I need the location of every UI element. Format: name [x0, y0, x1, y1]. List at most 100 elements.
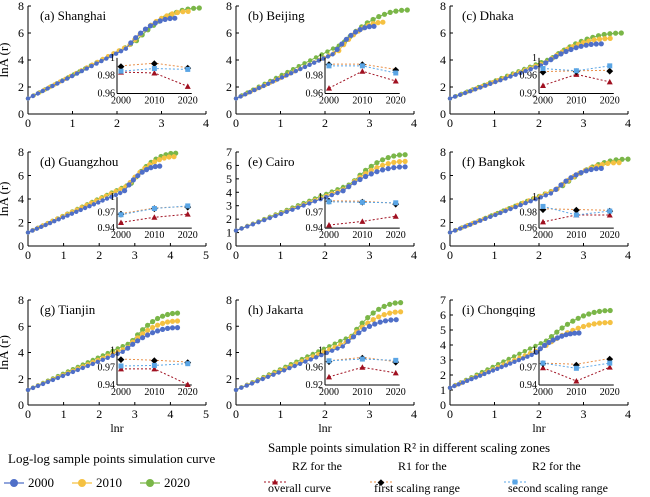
- inset-marker-R2: [118, 363, 124, 369]
- point-2000: [576, 330, 582, 336]
- point-2010: [375, 20, 381, 26]
- point-2000: [312, 199, 318, 204]
- inset-x-tick-label: 2010: [352, 230, 372, 241]
- inset-marker-R2: [393, 70, 399, 76]
- x-tick-label: 4: [411, 407, 417, 421]
- point-2000: [366, 24, 372, 30]
- x-tick-label: 4: [167, 248, 173, 262]
- inset-marker-R2: [185, 66, 191, 72]
- y-tick-label: 1: [226, 226, 232, 240]
- point-2000: [301, 203, 306, 208]
- legend-label-2000: 2000: [28, 475, 54, 490]
- point-2000: [546, 339, 552, 346]
- y-tick-label: 0: [226, 239, 232, 253]
- inset-y-tick-label: 0.98: [98, 71, 116, 82]
- inset-marker-R2: [326, 63, 332, 69]
- point-2000: [377, 319, 383, 325]
- inset-x-tick-label: 2020: [178, 230, 198, 241]
- legend-r2-label-line1: R1 for the: [398, 459, 447, 473]
- inset-marker-R2: [573, 365, 579, 371]
- inset-x-tick-label: 2010: [144, 230, 164, 241]
- inset-marker-RZ: [573, 378, 580, 384]
- x-axis-label: lnr: [318, 421, 331, 435]
- inset-x-tick-label: 2020: [600, 387, 620, 398]
- point-2020: [506, 356, 511, 362]
- x-tick-label: 2: [536, 248, 542, 262]
- inset-x-tick-label: 2010: [352, 95, 372, 106]
- inset-marker-R2: [359, 356, 365, 362]
- x-tick-label: 3: [132, 407, 138, 421]
- panel-1: 0 1 2 3 4 0 2 4 6 8 (a) Shanghai lnA (r) 2000 2010 202…: [0, 0, 209, 130]
- inset-marker-RZ: [151, 365, 158, 372]
- y-tick-label: 8: [18, 145, 24, 159]
- inset-series-R2: [540, 63, 613, 74]
- point-2000: [80, 365, 86, 371]
- point-2010: [180, 9, 186, 15]
- point-2000: [533, 349, 539, 355]
- x-tick-label: 0: [233, 248, 239, 262]
- inset-series-R2: [540, 203, 613, 218]
- y-tick-label: 8: [226, 0, 232, 13]
- point-2020: [370, 310, 376, 316]
- point-2000: [104, 56, 109, 61]
- point-2000: [573, 45, 579, 51]
- inset-marker-RZ: [359, 364, 366, 370]
- inset-marker-RZ: [184, 211, 191, 217]
- inset-marker-RZ: [118, 365, 124, 372]
- point-2020: [618, 30, 624, 36]
- point-2000: [319, 352, 324, 358]
- point-2020: [368, 163, 374, 169]
- inset-y-tick-label: 0.94: [98, 223, 116, 234]
- point-2010: [160, 320, 166, 326]
- point-2020: [538, 341, 543, 346]
- point-2000: [318, 197, 323, 202]
- inset-marker-R2: [607, 360, 613, 366]
- point-2000: [335, 346, 340, 351]
- point-2020: [554, 329, 560, 335]
- point-2000: [572, 330, 578, 336]
- y-tick-label: 7: [440, 293, 446, 307]
- point-2020: [586, 311, 592, 317]
- point-2000: [559, 333, 565, 339]
- point-2000: [25, 387, 31, 393]
- x-tick-label: 0: [447, 116, 453, 130]
- point-2000: [503, 76, 508, 81]
- inset-y-tick-label: 1: [532, 53, 537, 64]
- point-2010: [185, 8, 191, 14]
- panel-title: (g) Tianjin: [40, 302, 96, 317]
- point-2000: [490, 368, 496, 373]
- point-2000: [473, 375, 478, 380]
- point-2000: [537, 346, 543, 352]
- inset-marker-R1: ◆: [606, 65, 613, 75]
- point-2000: [366, 323, 373, 329]
- point-2020: [165, 311, 171, 318]
- point-2020: [381, 11, 388, 17]
- point-2000: [543, 60, 549, 66]
- legend: Log-log sample points simulation curve S…: [4, 440, 608, 495]
- point-2020: [160, 313, 166, 319]
- point-2000: [96, 200, 101, 205]
- point-2000: [350, 334, 357, 340]
- point-2000: [499, 364, 504, 370]
- point-2000: [247, 90, 252, 95]
- point-2010: [380, 19, 386, 25]
- point-2000: [45, 86, 50, 91]
- legend-r2-marker-R2: [512, 479, 518, 485]
- y-tick-label: 4: [18, 346, 24, 360]
- point-2000: [382, 318, 389, 324]
- inset-line-RZ: [328, 366, 396, 378]
- point-2000: [396, 164, 403, 170]
- inset-marker-R1: ◆: [392, 64, 399, 74]
- inset-x-tick-label: 2010: [144, 95, 164, 106]
- x-tick-label: 2: [536, 116, 542, 130]
- inset-marker-R2: [573, 212, 579, 218]
- point-2000: [34, 226, 39, 231]
- inset-marker-RZ: [326, 373, 332, 380]
- panel-title: (d) Guangzhou: [40, 154, 119, 169]
- inset-y-tick-label: 0.98: [520, 208, 538, 219]
- panel-6: 0 1 2 3 4 0 2 4 6 8 (f) Bangkok 2000 2010 2020 1 0.98 0.…: [440, 145, 631, 262]
- inset-marker-R1: ◆: [606, 353, 613, 363]
- point-2000: [74, 209, 79, 214]
